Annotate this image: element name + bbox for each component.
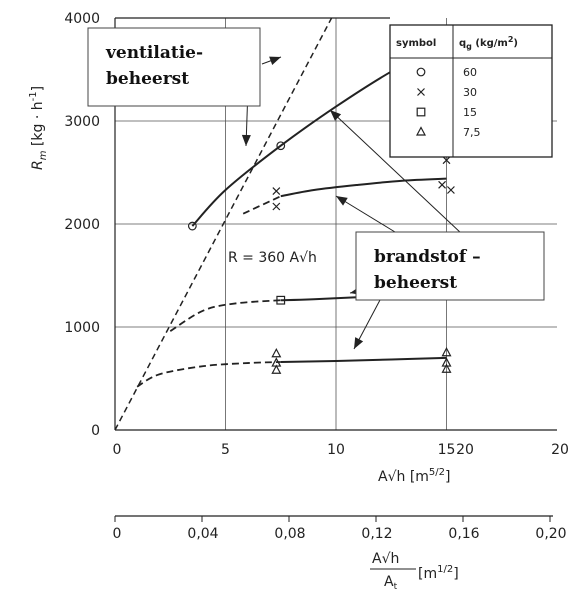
series-3-point-3 [441, 346, 452, 357]
arrow-ventilation-2-head [241, 134, 251, 146]
series-2-dashed-curve [169, 299, 281, 332]
series-3-point-2 [271, 364, 282, 374]
series-3-point-0 [271, 348, 282, 358]
secondary-tick-label-1: 0,04 [187, 526, 218, 542]
legend-value-2: 15 [463, 106, 477, 119]
arrow-fuel-triangle [353, 299, 381, 350]
y-tick-label-2: 2000 [64, 217, 100, 233]
y-tick-label-1: 1000 [64, 320, 100, 336]
arrow-fuel-triangle-head [354, 337, 364, 349]
y-tick-label-4: 4000 [64, 11, 100, 27]
legend-header-q: qg (kg/m2) [459, 35, 518, 51]
x-tick-label-4: 20 [456, 442, 474, 458]
legend-symbol-cross [417, 88, 425, 96]
ventilation-limit-line [115, 18, 333, 430]
legend-value-0: 60 [463, 66, 477, 79]
ventilation-box-line-1: ventilatie- [105, 43, 203, 63]
arrow-fuel-top-shaft [329, 109, 463, 235]
secondary-x-label-unit: [m1/2] [418, 564, 459, 582]
series-1-point-2 [442, 156, 451, 165]
series-1-point-1 [272, 202, 281, 211]
series-1-curve [280, 177, 447, 198]
legend: symbol qg (kg/m2) 60 30 15 7,5 [389, 24, 553, 158]
legend-header-symbol: symbol [396, 38, 436, 49]
y-tick-label-0: 0 [91, 423, 100, 439]
secondary-x-axis-label: A√h At [m1/2] [370, 551, 459, 592]
secondary-tick-label-3: 0,12 [361, 526, 392, 542]
secondary-x-axis: 0 0,04 0,08 0,12 0,16 0,20 [113, 515, 567, 542]
y-tick-label-3: 3000 [64, 114, 100, 130]
series-0-point-1 [276, 141, 286, 151]
series-2-point-0 [276, 295, 286, 305]
ventilation-box-line-2: beheerst [106, 69, 189, 89]
x-axis-label: A√h [m5/2] [378, 467, 450, 485]
secondary-x-label-numerator: A√h [372, 551, 399, 567]
secondary-tick-label-4: 0,16 [448, 526, 479, 542]
series-3-point-5 [441, 363, 452, 373]
ventilation-box: ventilatie- beheerst [87, 27, 261, 107]
secondary-x-label-denominator: At [384, 574, 398, 592]
arrow-fuel-mid [335, 195, 396, 233]
arrow-ventilation [261, 56, 282, 66]
series-0-point-0 [187, 221, 197, 231]
x-tick-label-5: 20 [551, 442, 569, 458]
arrow-ventilation-head [269, 56, 281, 66]
markers [187, 38, 455, 374]
legend-value-1: 30 [463, 86, 477, 99]
fuel-box-line-1: brandstof – [374, 247, 481, 267]
x-tick-label-1: 5 [221, 442, 230, 458]
y-axis-label: Rm [kg · h-1] [28, 86, 49, 170]
legend-symbol-square [416, 107, 426, 117]
legend-symbol-circle [416, 67, 426, 77]
arrow-fuel-top [329, 109, 463, 235]
x-tick-label-2: 10 [327, 442, 345, 458]
arrow-fuel-mid-head [336, 196, 348, 206]
series-1-point-3 [438, 180, 447, 189]
legend-value-3: 7,5 [463, 126, 481, 139]
series-3-dashed-curve [136, 361, 281, 388]
series-3-curve [280, 356, 447, 364]
x-tick-label-3: 15 [438, 442, 456, 458]
fuel-box-line-2: beheerst [374, 273, 457, 293]
series-1-point-4 [446, 186, 455, 194]
x-tick-label-0: 0 [113, 442, 122, 458]
secondary-tick-label-2: 0,08 [274, 526, 305, 542]
secondary-tick-label-0: 0 [113, 526, 122, 542]
legend-entries: 60 30 15 7,5 [416, 66, 481, 139]
arrow-fuel-top-head [330, 110, 342, 121]
equation-label: R = 360 A√h [228, 250, 317, 266]
secondary-tick-label-5: 0,20 [535, 526, 566, 542]
fuel-box: brandstof – beheerst [355, 231, 545, 301]
series-3-point-4 [441, 357, 452, 367]
series-1-point-0 [272, 187, 281, 195]
legend-symbol-triangle [416, 126, 426, 136]
series-1-dashed-curve [242, 195, 282, 215]
arrow-fuel-mid-shaft [335, 195, 396, 233]
